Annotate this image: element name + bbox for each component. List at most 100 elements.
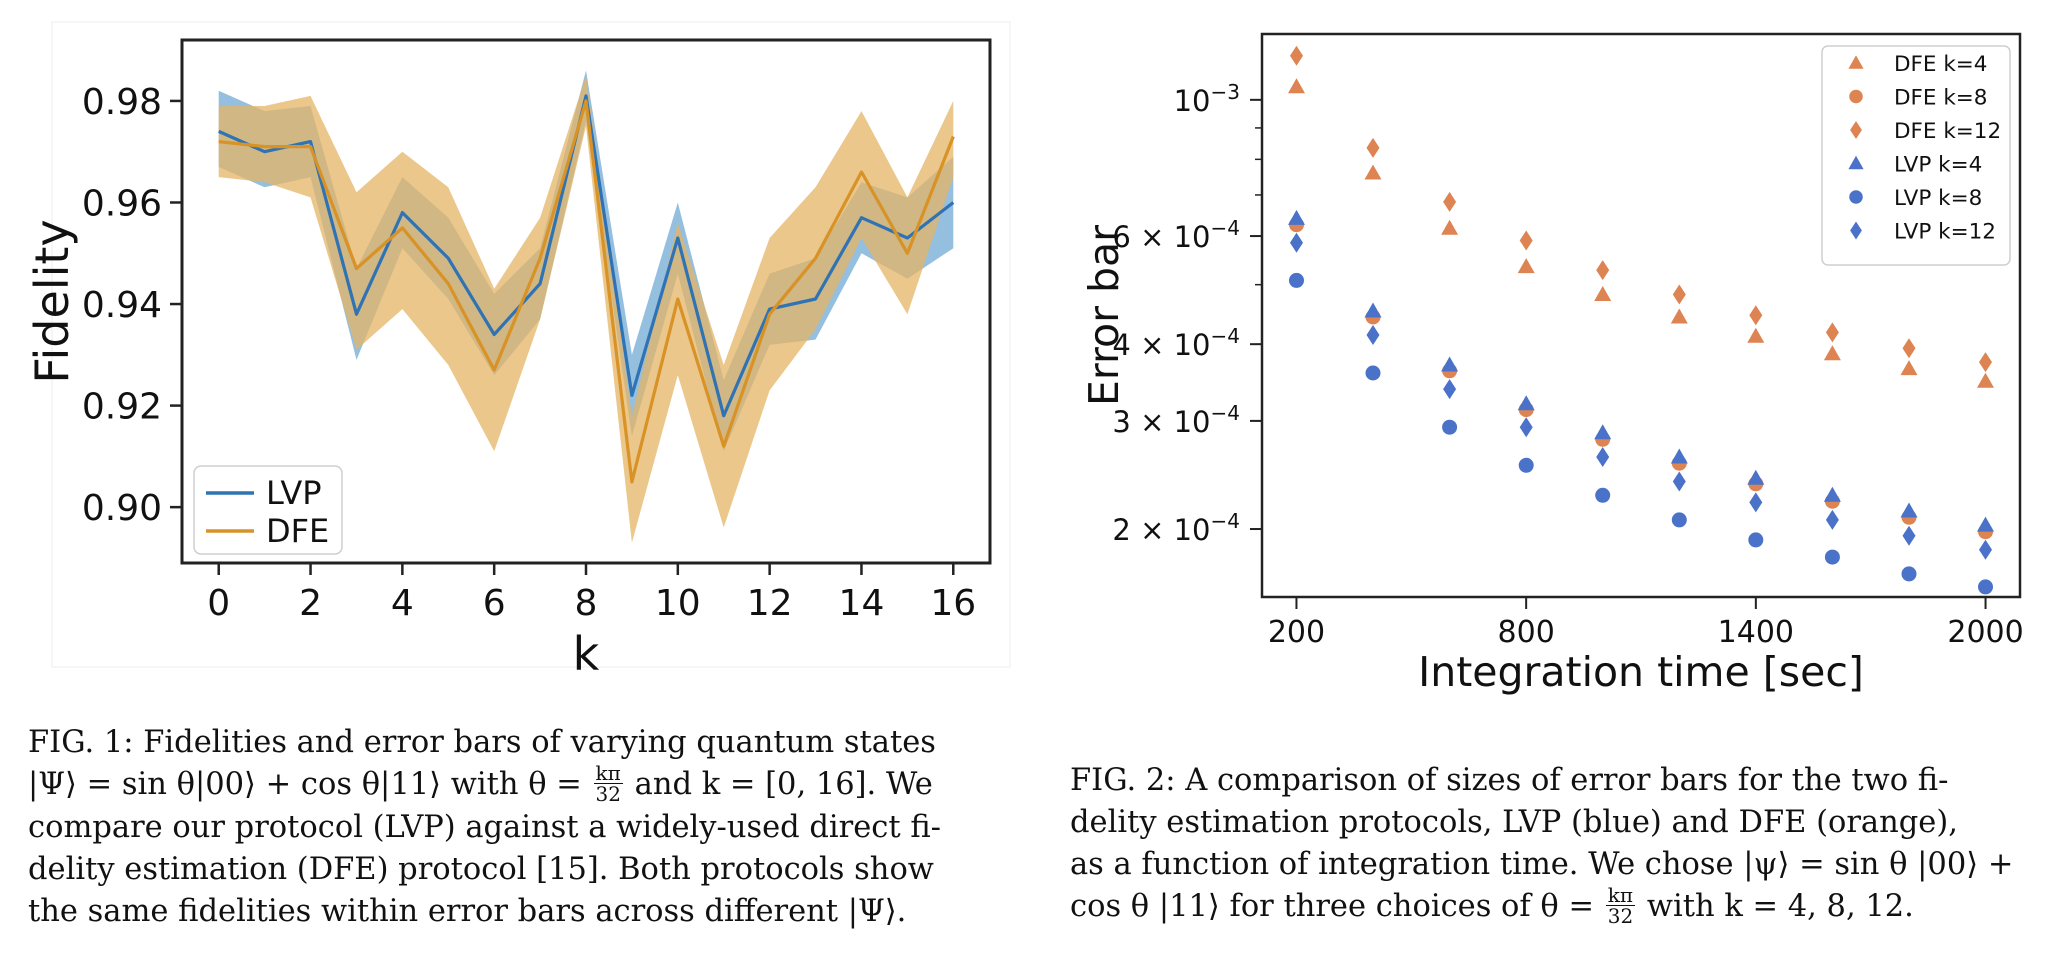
legend-label-dfe-k-8: DFE k=8	[1894, 86, 1988, 111]
x-tick-label: 10	[655, 583, 701, 624]
theta-fraction-2: kπ 32	[1605, 885, 1636, 928]
point-dfe-k-12	[1672, 284, 1686, 305]
y-axis-label: Fidelity	[25, 219, 79, 383]
caption1-line-1: FIG. 1: Fidelities and error bars of var…	[28, 725, 936, 760]
legend-label-lvp: LVP	[266, 474, 322, 512]
point-dfe-k-4	[1517, 258, 1535, 274]
x-tick-label: 0	[207, 583, 230, 624]
point-dfe-k-4	[1823, 345, 1841, 361]
caption2-line-3: as a function of integration time. We ch…	[1070, 847, 2014, 882]
y-tick-exponent: −3	[1211, 80, 1240, 104]
theta-frac2-num: kπ	[1605, 885, 1636, 906]
figure2-caption: FIG. 2: A comparison of sizes of error b…	[1070, 760, 2040, 929]
caption1-line-5: the same fidelities within error bars ac…	[28, 893, 907, 929]
y-tick-label: 3 × 10−4	[1112, 401, 1240, 439]
legend-label-dfe-k-12: DFE k=12	[1894, 119, 2001, 144]
point-dfe-k-12	[1979, 352, 1992, 373]
x-tick-label: 8	[575, 583, 598, 624]
legend-marker-dfe-k-8	[1849, 89, 1863, 104]
y-tick-base: 6 × 10	[1112, 220, 1210, 254]
point-lvp-k-8	[1289, 272, 1304, 288]
caption1-line-4: delity estimation (DFE) protocol [15]. B…	[28, 851, 934, 887]
y-axis-label: Error bar	[1080, 225, 1128, 406]
fidelity-chart: 0 2 4 6 8 10 12 14 16 0.90 0.92 0.94 0.96 0.98 k Fideli…	[25, 21, 1011, 681]
point-dfe-k-4	[1364, 164, 1382, 180]
point-dfe-k-12	[1366, 137, 1380, 158]
point-dfe-k-4	[1441, 219, 1459, 235]
caption1-line-3: compare our protocol (LVP) against a wid…	[28, 809, 941, 845]
point-lvp-k-8	[1671, 512, 1687, 528]
y-tick-exponent: −4	[1211, 509, 1240, 533]
legend-label-dfe: DFE	[266, 512, 329, 550]
x-tick-label: 16	[930, 583, 976, 624]
theta-frac-den: 32	[595, 781, 621, 806]
x-tick-label: 6	[483, 583, 506, 624]
point-lvp-k-8	[1442, 419, 1458, 435]
point-lvp-k-12	[1366, 325, 1380, 345]
point-lvp-k-4	[1594, 424, 1612, 440]
x-axis-label: k	[573, 627, 600, 681]
point-dfe-k-4	[1747, 327, 1765, 343]
point-lvp-k-12	[1825, 509, 1839, 530]
point-lvp-k-12	[1749, 492, 1763, 513]
point-dfe-k-4	[1670, 308, 1688, 324]
x-tick-label: 4	[391, 583, 414, 624]
caption1-line-2: |Ψ⟩ = sin θ|00⟩ + cos θ|11⟩ with θ = kπ 3…	[28, 763, 1000, 807]
caption1-line-2a: |Ψ⟩ = sin θ|00⟩ + cos θ|11⟩ with θ =	[28, 767, 592, 802]
x-tick-label: 2000	[1947, 615, 2023, 650]
point-dfe-k-12	[1290, 45, 1303, 66]
legend-marker-dfe-k-12	[1850, 121, 1862, 139]
point-lvp-k-4	[1517, 395, 1535, 411]
y-tick-exponent: −4	[1211, 216, 1240, 240]
point-lvp-k-8	[1901, 566, 1917, 582]
legend-label-lvp-k-8: LVP k=8	[1894, 186, 1982, 211]
point-lvp-k-4	[1441, 356, 1459, 372]
point-dfe-k-12	[1902, 338, 1916, 359]
point-lvp-k-4	[1670, 448, 1688, 464]
theta-frac2-den: 32	[1607, 903, 1634, 928]
point-dfe-k-4	[1900, 360, 1918, 376]
point-lvp-k-12	[1519, 417, 1533, 438]
y-tick-label: 0.90	[82, 488, 162, 529]
point-dfe-k-4	[1288, 78, 1305, 94]
x-tick-label: 200	[1268, 615, 1325, 650]
y-tick-base: 10	[1174, 84, 1211, 118]
x-axis-label: Integration time [sec]	[1418, 648, 1864, 696]
point-dfe-k-12	[1749, 305, 1763, 326]
point-lvp-k-12	[1443, 379, 1457, 400]
x-tick-label: 2	[299, 583, 322, 624]
y-tick-label: 4 × 10−4	[1112, 324, 1240, 362]
line-dfe	[218, 99, 955, 484]
y-tick-label: 0.94	[82, 285, 162, 326]
legend-box	[1821, 45, 2011, 266]
point-dfe-k-12	[1596, 260, 1610, 281]
legend-label-lvp-k-12: LVP k=12	[1894, 220, 1996, 245]
point-lvp-k-8	[1748, 532, 1764, 548]
point-lvp-k-8	[1824, 549, 1840, 565]
y-tick-label: 0.98	[82, 82, 162, 123]
y-tick-label: 2 × 10−4	[1112, 509, 1240, 547]
point-lvp-k-4	[1977, 516, 1994, 532]
y-tick-base: 2 × 10	[1112, 513, 1210, 547]
point-dfe-k-12	[1519, 230, 1533, 251]
point-lvp-k-12	[1596, 447, 1610, 467]
x-tick-label: 12	[747, 583, 793, 624]
point-dfe-k-4	[1977, 372, 1994, 388]
x-tick-label: 1400	[1718, 615, 1794, 650]
caption2-line-1: FIG. 2: A comparison of sizes of error b…	[1070, 763, 1949, 798]
point-lvp-k-12	[1979, 539, 1992, 560]
legend-marker-lvp-k-8	[1849, 190, 1863, 204]
theta-frac-num: kπ	[593, 763, 623, 784]
y-tick-base: 4 × 10	[1112, 328, 1210, 362]
caption2-line-2: delity estimation protocols, LVP (blue) …	[1070, 805, 1958, 840]
point-dfe-k-4	[1594, 286, 1612, 301]
point-lvp-k-8	[1518, 457, 1534, 473]
y-tick-base: 3 × 10	[1112, 405, 1210, 439]
point-lvp-k-4	[1823, 486, 1841, 502]
point-lvp-k-8	[1365, 365, 1381, 381]
y-tick-label: 0.96	[82, 183, 162, 224]
legend-label-lvp-k-4: LVP k=4	[1894, 153, 1982, 178]
caption2-line-4a: cos θ |11⟩ for three choices of θ =	[1070, 889, 1604, 924]
point-dfe-k-12	[1443, 191, 1457, 212]
figure1-caption: FIG. 1: Fidelities and error bars of var…	[28, 722, 1000, 933]
